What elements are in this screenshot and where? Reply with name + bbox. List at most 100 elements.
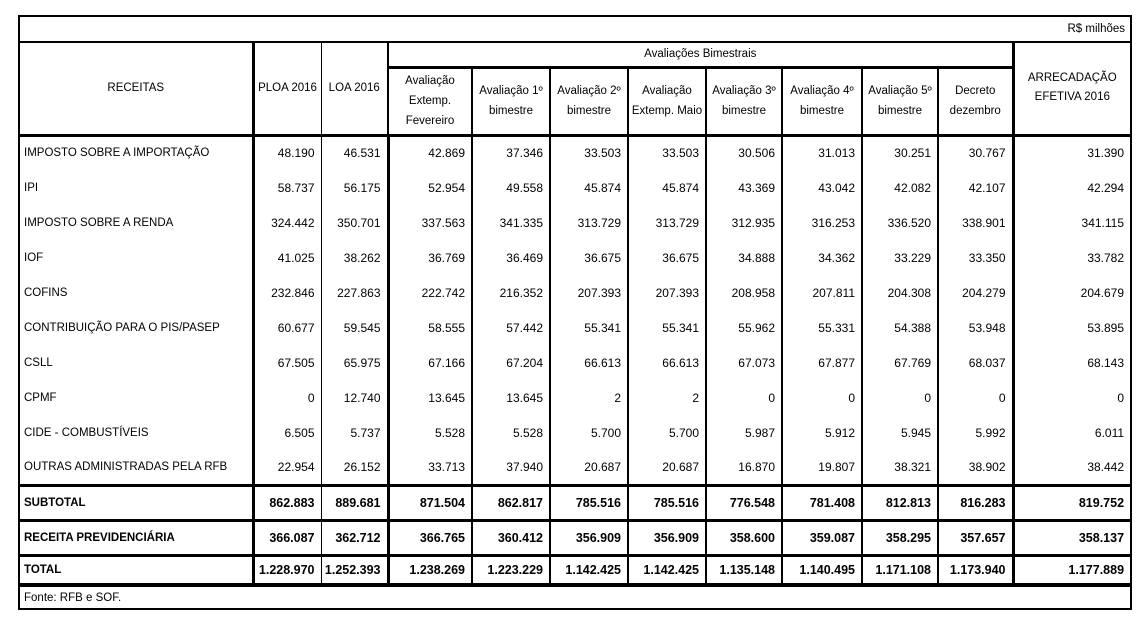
cell-value: 43.369	[706, 170, 783, 205]
cell-value: 36.769	[388, 240, 473, 275]
row-label: COFINS	[19, 275, 255, 310]
cell-value: 358.137	[1013, 518, 1132, 555]
cell-value: 41.025	[253, 240, 322, 275]
cell-value: 5.987	[706, 415, 783, 450]
cell-value: 227.863	[321, 275, 390, 310]
cell-value: 216.352	[472, 275, 551, 310]
cell-value: 232.846	[253, 275, 322, 310]
cell-value: 0	[1117, 390, 1125, 405]
cell-value: 1.238.269	[388, 553, 473, 587]
cell-value: 207.393	[628, 275, 707, 310]
cell-value: 358.295	[862, 518, 939, 555]
cell-value: 1.140.495	[782, 553, 863, 587]
cell-value: 33.782	[1087, 250, 1125, 265]
cell-value: 356.909	[550, 518, 629, 555]
cell-value: 45.874	[550, 170, 629, 205]
cell-value: 36.675	[550, 240, 629, 275]
cell-value: 1.135.148	[706, 553, 783, 587]
cell-value: 341.335	[472, 205, 551, 240]
revenue-table-sheet: R$ milhões RECEITAS PLOA 2016 LOA 2016 A…	[18, 15, 1133, 610]
cell-value: 5.737	[321, 415, 390, 450]
cell-value: 12.740	[321, 380, 390, 415]
col-group-avaliacoes-bimestrais: Avaliações Bimestrais	[388, 42, 1015, 69]
cell-value: 862.883	[253, 483, 322, 520]
cell-value: 819.752	[1013, 483, 1132, 520]
col-header-decreto-dezembro: Decreto dezembro	[938, 67, 1015, 137]
cell-value: 42.294	[1087, 180, 1125, 195]
cell-value: 33.713	[388, 450, 473, 485]
cell-value: 53.948	[938, 310, 1015, 345]
source-label: Fonte: RFB e SOF.	[19, 583, 1132, 609]
cell-value: 42.082	[862, 170, 939, 205]
cell-value: 67.505	[253, 345, 322, 380]
cell-value: 313.729	[628, 205, 707, 240]
cell-value: 65.975	[321, 345, 390, 380]
cell-value: 336.520	[862, 205, 939, 240]
col-header-avaliacao-2-bimestre: Avaliação 2º bimestre	[550, 67, 629, 137]
cell-value: 46.531	[321, 135, 390, 170]
row-label: IMPOSTO SOBRE A IMPORTAÇÃO	[19, 135, 255, 170]
cell-value: 43.042	[782, 170, 863, 205]
cell-value: 0	[706, 380, 783, 415]
cell-value: 889.681	[321, 483, 390, 520]
cell-value: 6.011	[1094, 425, 1125, 440]
cell-value: 30.506	[706, 135, 783, 170]
cell-value: 37.940	[472, 450, 551, 485]
cell-value: 68.143	[1087, 355, 1125, 370]
cell-value: 33.503	[628, 135, 707, 170]
cell-value: 31.390	[1087, 146, 1125, 161]
unit-label: R$ milhões	[19, 16, 1132, 43]
cell-value: 2	[550, 380, 629, 415]
cell-value: 785.516	[628, 483, 707, 520]
table-row: TOTAL 1.228.970 1.252.393 1.238.269 1.223.22…	[19, 553, 1132, 587]
cell-value: 30.251	[862, 135, 939, 170]
cell-value: 16.870	[706, 450, 783, 485]
cell-value: 55.341	[628, 310, 707, 345]
table-row: CPMF 0 12.740 13.645 13.645 2 2 0 0 0 0 0	[19, 380, 1131, 415]
col-header-receitas: RECEITAS	[19, 42, 255, 137]
col-header-loa-2016: LOA 2016	[321, 42, 389, 137]
cell-value: 34.888	[706, 240, 783, 275]
cell-value: 33.503	[550, 135, 629, 170]
cell-value: 53.895	[1087, 320, 1125, 335]
cell-value: 337.563	[388, 205, 473, 240]
cell-value: 38.321	[862, 450, 939, 485]
cell-value: 31.013	[782, 135, 863, 170]
cell-value: 5.528	[388, 415, 473, 450]
cell-value: 38.902	[938, 450, 1015, 485]
row-label: IMPOSTO SOBRE A RENDA	[19, 205, 255, 240]
cell-value: 0	[938, 380, 1015, 415]
cell-value: 2	[628, 380, 707, 415]
cell-value: 0	[862, 380, 939, 415]
table-row: CONTRIBUIÇÃO PARA O PIS/PASEP 60.677 59.54…	[19, 310, 1131, 345]
cell-value: 20.687	[550, 450, 629, 485]
cell-value: 204.308	[862, 275, 939, 310]
cell-value: 33.229	[862, 240, 939, 275]
cell-value: 366.765	[388, 518, 473, 555]
row-label: IPI	[19, 170, 255, 205]
table-row: IMPOSTO SOBRE A IMPORTAÇÃO 48.190 46.531 42…	[19, 135, 1131, 170]
cell-value: 1.223.229	[472, 553, 551, 587]
cell-value: 785.516	[550, 483, 629, 520]
table-row: IOF 41.025 38.262 36.769 36.469 36.675 36.675 3…	[19, 240, 1131, 275]
cell-value: 67.877	[782, 345, 863, 380]
cell-value: 816.283	[938, 483, 1015, 520]
cell-value: 350.701	[321, 205, 390, 240]
cell-value: 204.679	[1080, 285, 1125, 300]
table-row: OUTRAS ADMINISTRADAS PELA RFB 22.954 26.15…	[19, 450, 1131, 485]
cell-value: 56.175	[321, 170, 390, 205]
cell-value: 38.262	[321, 240, 390, 275]
table-body: IMPOSTO SOBRE A IMPORTAÇÃO 48.190 46.531 42…	[19, 135, 1132, 587]
cell-value: 57.442	[472, 310, 551, 345]
cell-value: 1.171.108	[862, 553, 939, 587]
row-label: IOF	[19, 240, 255, 275]
cell-value: 48.190	[253, 135, 322, 170]
cell-value: 55.341	[550, 310, 629, 345]
cell-value: 55.962	[706, 310, 783, 345]
col-header-avaliacao-5-bimestre: Avaliação 5º bimestre	[862, 67, 939, 137]
table-row: CSLL 67.505 65.975 67.166 67.204 66.613 66.613…	[19, 345, 1131, 380]
row-label: CSLL	[19, 345, 255, 380]
col-header-avaliacao-1-bimestre: Avaliação 1º bimestre	[472, 67, 551, 137]
cell-value: 49.558	[472, 170, 551, 205]
cell-value: 5.912	[782, 415, 863, 450]
